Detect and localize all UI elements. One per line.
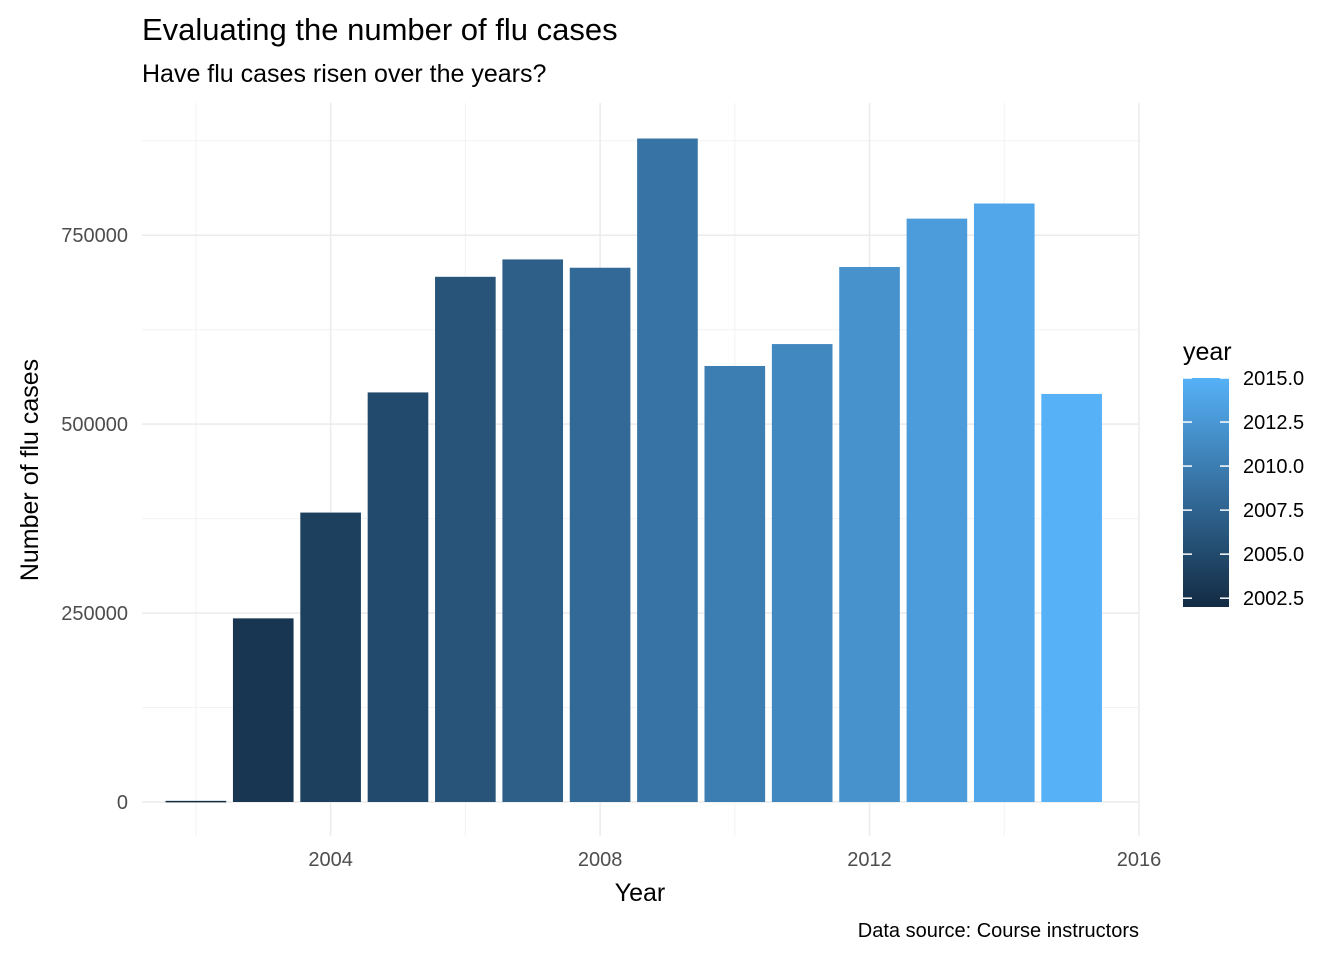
bar-2002 bbox=[165, 800, 227, 803]
y-axis-title: Number of flu cases bbox=[16, 359, 44, 581]
y-tick-label: 0 bbox=[117, 792, 128, 814]
bar-2009 bbox=[637, 138, 698, 802]
legend-label: 2002.5 bbox=[1243, 588, 1304, 610]
legend-label: 2010.0 bbox=[1243, 456, 1304, 478]
bar-2014 bbox=[973, 203, 1035, 802]
bar-2012 bbox=[839, 266, 900, 802]
bar-2013 bbox=[906, 218, 968, 802]
chart-caption: Data source: Course instructors bbox=[857, 920, 1139, 942]
bar-2011 bbox=[771, 344, 833, 802]
x-tick-label: 2012 bbox=[847, 849, 892, 871]
legend-label: 2012.5 bbox=[1243, 412, 1304, 434]
y-tick-label: 250000 bbox=[61, 603, 128, 625]
chart-title: Evaluating the number of flu cases bbox=[142, 12, 618, 47]
x-axis-title: Year bbox=[615, 879, 666, 907]
color-legend: year 2002.5 2005.0 2007.5 2010.0 2012.5 2015.… bbox=[1183, 338, 1304, 610]
legend-label: 2005.0 bbox=[1243, 544, 1304, 566]
chart-subtitle: Have flu cases risen over the years? bbox=[142, 60, 547, 88]
bar-2003 bbox=[232, 618, 294, 802]
legend-title: year bbox=[1183, 338, 1232, 366]
bars bbox=[165, 138, 1102, 803]
bar-2006 bbox=[435, 276, 496, 802]
legend-label: 2007.5 bbox=[1243, 500, 1304, 522]
legend-colorbar bbox=[1183, 378, 1229, 607]
legend-label: 2015.0 bbox=[1243, 368, 1304, 390]
bar-2005 bbox=[367, 392, 429, 802]
x-tick-label: 2008 bbox=[578, 849, 623, 871]
bar-2007 bbox=[502, 259, 564, 802]
bar-2010 bbox=[704, 365, 766, 802]
y-tick-label: 750000 bbox=[61, 225, 128, 247]
x-tick-label: 2016 bbox=[1117, 849, 1162, 871]
x-tick-label: 2004 bbox=[308, 849, 353, 871]
bar-2015 bbox=[1041, 393, 1102, 802]
bar-2008 bbox=[569, 267, 631, 802]
bar-2004 bbox=[300, 512, 361, 802]
tick-labels: 2004 2008 2012 2016 0 250000 500000 750000 bbox=[61, 225, 1161, 871]
y-tick-label: 500000 bbox=[61, 414, 128, 436]
